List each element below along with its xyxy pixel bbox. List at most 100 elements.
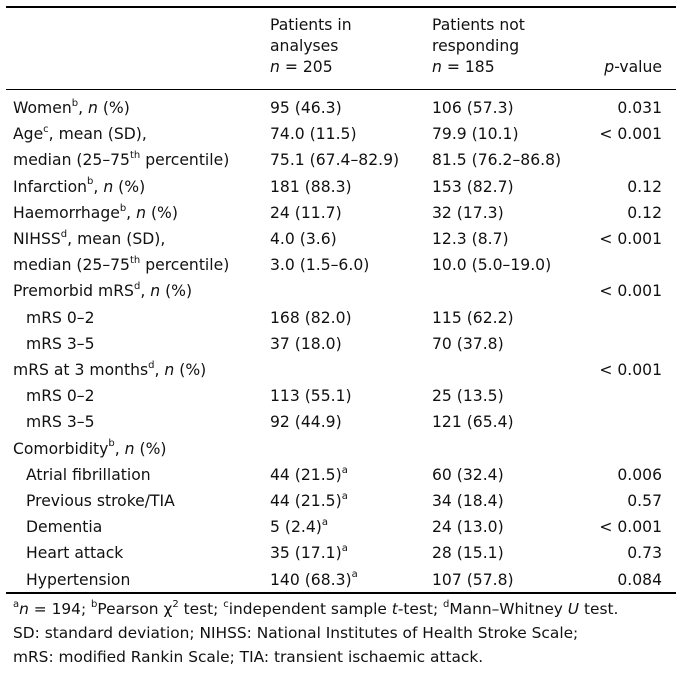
table-row: Previous stroke/TIA 44 (21.5)a 34 (18.4) 0.… [0, 488, 700, 514]
row-label: mRS 3–5 [26, 413, 95, 432]
cell-not-responding: 28 (15.1) [432, 544, 504, 563]
cell-p-value: 0.12 [627, 203, 662, 222]
table-row: mRS 0–2 113 (55.1) 25 (13.5) [0, 383, 700, 409]
cell-analyses: 168 (82.0) [270, 308, 352, 327]
cell-not-responding: 115 (62.2) [432, 308, 514, 327]
cell-analyses: 37 (18.0) [270, 334, 342, 353]
cell-not-responding: 60 (32.4) [432, 465, 504, 484]
header-col2-n: n = 185 [432, 58, 495, 76]
cell-analyses: 95 (46.3) [270, 99, 342, 117]
table-row: Hypertension 140 (68.3)a 107 (57.8) 0.084 [0, 567, 700, 593]
header-patients-not-responding: Patients not responding n = 185 [432, 15, 525, 78]
row-label: median (25–75th percentile) [13, 150, 230, 170]
header-col2-line2: responding [432, 37, 520, 55]
cell-analyses: 44 (21.5)a [270, 464, 348, 484]
row-label: Womenb, n (%) [13, 97, 130, 117]
cell-not-responding: 106 (57.3) [432, 99, 514, 117]
table-row: mRS 3–5 92 (44.9) 121 (65.4) [0, 409, 700, 435]
row-label: Agec, mean (SD), [13, 124, 147, 144]
footnote-abbrev-1: an = 194; bPearson χ2 test; cindependent… [13, 597, 683, 621]
table-top-rule [6, 6, 676, 8]
cell-not-responding: 81.5 (76.2–86.8) [432, 151, 562, 170]
footnote-abbrev-3: mRS: modified Rankin Scale; TIA: transie… [13, 645, 683, 669]
cell-p-value: 0.12 [627, 177, 662, 196]
row-label: Hypertension [26, 570, 131, 589]
header-col2-line1: Patients not [432, 16, 525, 34]
row-label: Heart attack [26, 544, 124, 563]
cell-analyses: 92 (44.9) [270, 413, 342, 432]
cell-not-responding: 153 (82.7) [432, 177, 514, 196]
header-col1-line1: Patients in [270, 16, 352, 34]
table-row: mRS 0–2 168 (82.0) 115 (62.2) [0, 305, 700, 331]
cell-analyses: 181 (88.3) [270, 177, 352, 196]
table-row: Comorbidityb, n (%) [0, 436, 700, 462]
row-label: median (25–75th percentile) [13, 255, 230, 275]
header-p-value: p-value [604, 57, 662, 78]
row-label: Atrial fibrillation [26, 465, 151, 484]
header-patients-in-analyses: Patients in analyses n = 205 [270, 15, 352, 78]
row-label: NIHSSd, mean (SD), [13, 228, 166, 248]
cell-p-value: < 0.001 [599, 361, 662, 379]
cell-not-responding: 25 (13.5) [432, 387, 504, 406]
cell-p-value: 0.084 [617, 570, 662, 589]
row-label: Previous stroke/TIA [26, 492, 175, 510]
row-label: Comorbidityb, n (%) [13, 438, 167, 458]
table-row: median (25–75th percentile) 75.1 (67.4–82… [0, 147, 700, 173]
cell-p-value: < 0.001 [599, 518, 662, 537]
header-col3: p-value [604, 58, 662, 76]
cell-analyses: 44 (21.5)a [270, 490, 348, 510]
row-label: mRS at 3 monthsd, n (%) [13, 359, 207, 379]
cell-p-value: < 0.001 [599, 282, 662, 301]
row-label: mRS 0–2 [26, 387, 95, 406]
table-bottom-rule [6, 592, 676, 594]
cell-not-responding: 34 (18.4) [432, 492, 504, 510]
cell-not-responding: 12.3 (8.7) [432, 230, 509, 248]
cell-not-responding: 24 (13.0) [432, 518, 504, 537]
footnote-abbrev-2: SD: standard deviation; NIHSS: National … [13, 621, 683, 645]
footnote-line2: SD: standard deviation; NIHSS: National … [13, 624, 579, 642]
cell-not-responding: 32 (17.3) [432, 203, 504, 222]
header-col1-line2: analyses [270, 37, 339, 55]
row-label: mRS 0–2 [26, 308, 95, 327]
cell-analyses: 140 (68.3)a [270, 569, 358, 589]
cell-p-value: 0.031 [617, 99, 662, 117]
cell-p-value: 0.57 [627, 492, 662, 510]
cell-analyses: 24 (11.7) [270, 203, 342, 222]
footnote-line1: an = 194; bPearson χ2 test; cindependent… [13, 598, 619, 618]
cell-analyses: 74.0 (11.5) [270, 125, 357, 144]
table-row: mRS at 3 monthsd, n (%) < 0.001 [0, 357, 700, 383]
row-label: Premorbid mRSd, n (%) [13, 281, 193, 301]
cell-analyses: 113 (55.1) [270, 387, 352, 406]
table-header-rule [6, 89, 676, 90]
cell-analyses: 5 (2.4)a [270, 517, 328, 537]
table-row: Dementia 5 (2.4)a 24 (13.0) < 0.001 [0, 514, 700, 540]
cell-analyses: 3.0 (1.5–6.0) [270, 256, 370, 275]
cell-analyses: 75.1 (67.4–82.9) [270, 151, 400, 170]
footnote-line3: mRS: modified Rankin Scale; TIA: transie… [13, 648, 484, 666]
row-label: Dementia [26, 518, 103, 537]
row-label: Infarctionb, n (%) [13, 176, 146, 196]
cell-not-responding: 121 (65.4) [432, 413, 514, 432]
table-row: Agec, mean (SD), 74.0 (11.5) 79.9 (10.1) < … [0, 121, 700, 147]
table-row: Atrial fibrillation 44 (21.5)a 60 (32.4) 0.… [0, 462, 700, 488]
table-row: mRS 3–5 37 (18.0) 70 (37.8) [0, 331, 700, 357]
cell-not-responding: 70 (37.8) [432, 334, 504, 353]
cell-analyses: 35 (17.1)a [270, 543, 348, 563]
table-row: Haemorrhageb, n (%) 24 (11.7) 32 (17.3) 0.1… [0, 200, 700, 226]
row-label: mRS 3–5 [26, 334, 95, 353]
cell-not-responding: 10.0 (5.0–19.0) [432, 256, 552, 275]
table-row: Womenb, n (%) 95 (46.3) 106 (57.3) 0.031 [0, 95, 700, 121]
cell-not-responding: 79.9 (10.1) [432, 125, 519, 144]
row-label: Haemorrhageb, n (%) [13, 202, 178, 222]
cell-p-value: 0.73 [627, 544, 662, 563]
table-row: Premorbid mRSd, n (%) < 0.001 [0, 278, 700, 304]
cell-p-value: < 0.001 [599, 125, 662, 144]
table-row: median (25–75th percentile) 3.0 (1.5–6.0)… [0, 252, 700, 278]
table-row: Heart attack 35 (17.1)a 28 (15.1) 0.73 [0, 540, 700, 566]
table-row: Infarctionb, n (%) 181 (88.3) 153 (82.7) 0.… [0, 174, 700, 200]
cell-not-responding: 107 (57.8) [432, 570, 514, 589]
table-row: NIHSSd, mean (SD), 4.0 (3.6) 12.3 (8.7) < 0… [0, 226, 700, 252]
cell-analyses: 4.0 (3.6) [270, 230, 337, 248]
header-col1-n: n = 205 [270, 58, 333, 76]
cell-p-value: 0.006 [617, 465, 662, 484]
